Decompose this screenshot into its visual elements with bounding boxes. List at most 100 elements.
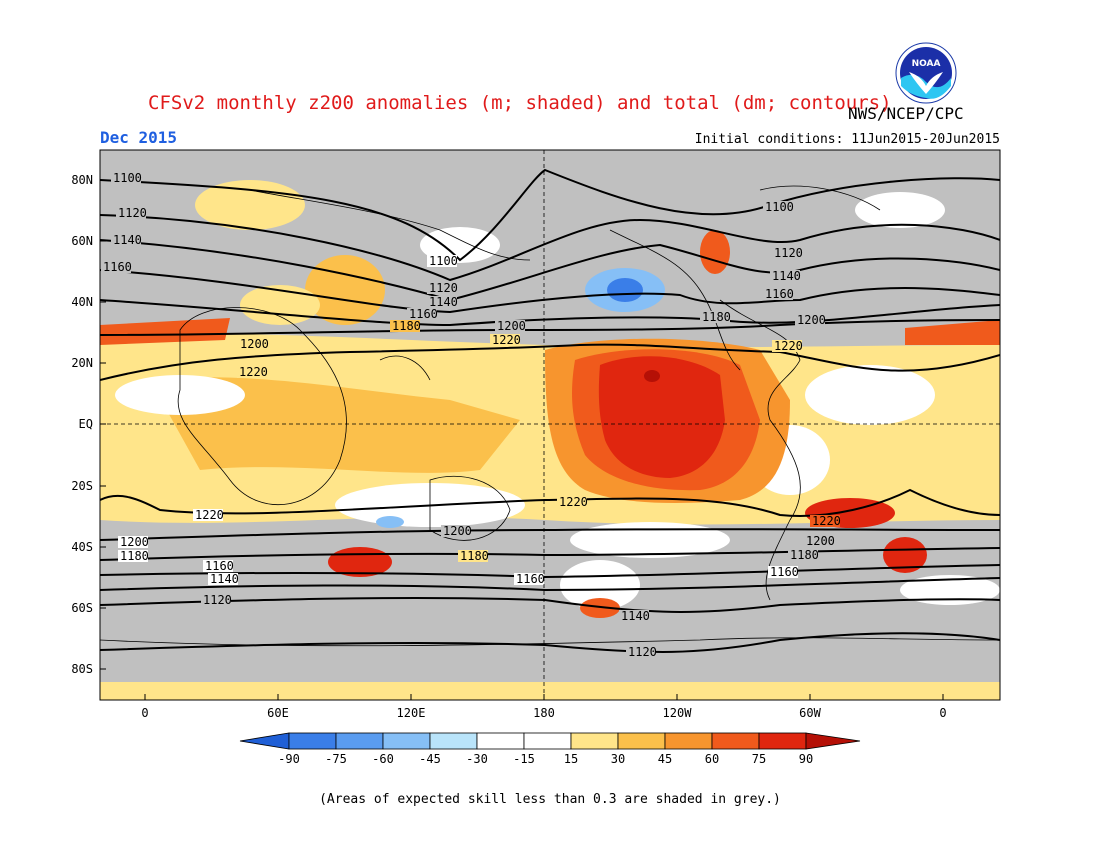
colorbar-segment [711,732,760,750]
colorbar-label: -60 [372,752,394,766]
lon-label: 180 [533,706,555,720]
contour-label: 1160 [516,572,545,586]
contour-label: 1160 [103,260,132,274]
contour-label: 1200 [797,313,826,327]
colorbar-segment [382,732,431,750]
lat-label: 80S [71,662,93,676]
pacific-anomaly-90 [644,370,660,382]
lat-label: 40N [71,295,93,309]
contour-label: 1140 [772,269,801,283]
latitude-labels: 80N 60N 40N 20N EQ 20S 40S 60S 80S [71,173,106,676]
lat-label: 60S [71,601,93,615]
neutral-siberia [420,227,500,263]
lat-label: 20N [71,356,93,370]
lat-label: 80N [71,173,93,187]
lat-label: EQ [79,417,93,431]
contour-label: 1120 [203,593,232,607]
lon-label: 0 [141,706,148,720]
contour-label: 1120 [118,206,147,220]
lon-label: 120E [397,706,426,720]
contour-label: 1180 [460,549,489,563]
contour-label: 1200 [806,534,835,548]
colorbar-label: 30 [611,752,625,766]
indian-ocean-anomaly [150,377,520,473]
contour-label: 1160 [770,565,799,579]
map-frame [99,149,1001,701]
contour-label: 1200 [443,524,472,538]
colorbar-label: -30 [466,752,488,766]
contour-label: 1200 [240,337,269,351]
colorbar-label: -90 [278,752,300,766]
contour-label: 1160 [765,287,794,301]
lat-label: 60N [71,234,93,248]
contour-label: 1140 [210,572,239,586]
contour-label: 1200 [497,319,526,333]
lon-label: 120W [663,706,693,720]
colorbar-label: -15 [513,752,535,766]
contour-label: 1180 [392,319,421,333]
contour-label: 1100 [429,254,458,268]
lon-label: 60E [267,706,289,720]
chart-title: CFSv2 monthly z200 anomalies (m; shaded)… [148,92,892,114]
colorbar-label: -45 [419,752,441,766]
skill-footnote: (Areas of expected skill less than 0.3 a… [319,792,781,807]
neutral-atlantic [805,365,935,425]
height-contours [100,168,1000,653]
initial-conditions: Initial conditions: 11Jun2015-20Jun2015 [694,132,1000,147]
lat-label: 40S [71,540,93,554]
contour-label: 1200 [120,535,149,549]
contour-label: 1220 [559,495,588,509]
contour-label: 1220 [195,508,224,522]
south-atlantic-anomaly-2 [883,537,927,573]
colorbar-label: 75 [752,752,766,766]
neutral-greenland [855,192,945,228]
neutral-south-atlantic [900,575,1000,605]
subtropical-anomaly-west [100,318,230,345]
contour-label: 1220 [774,339,803,353]
south-negative-small [376,516,404,528]
neutral-south-pacific [570,522,730,558]
contour-label: 1160 [409,307,438,321]
longitude-labels: 0 60E 120E 180 120W 60W 0 [141,694,947,720]
agency-label: NWS/NCEP/CPC [848,104,964,123]
contour-label: 1220 [239,365,268,379]
pacific-anomaly-75 [598,356,725,478]
neutral-west-africa [115,375,245,415]
colorbar-segment [429,732,478,750]
lat-label: 20S [71,479,93,493]
contour-label: 1100 [113,171,142,185]
contour-label: 1180 [790,548,819,562]
colorbar-label: 60 [705,752,719,766]
contour-labels: 1100 1120 1140 1160 1180 1200 1220 1100 … [101,171,841,659]
contour-label: 1120 [774,246,803,260]
contour-label: 1180 [702,310,731,324]
neutral-southern-ocean [560,560,640,610]
contour-label: 1160 [205,559,234,573]
europe-anomaly [305,255,385,325]
lon-label: 60W [799,706,821,720]
contour-label: 1100 [765,200,794,214]
colorbar-segment [335,732,384,750]
contour-label: 1140 [113,233,142,247]
subtropical-anomaly-east [905,320,1000,345]
colorbar [239,732,861,750]
southern-ocean-anomaly [580,598,620,618]
forecast-month: Dec 2015 [100,128,178,147]
colorbar-segment [758,732,807,750]
contour-label: 1120 [628,645,657,659]
colorbar-label: 15 [564,752,578,766]
contour-label: 1220 [492,333,521,347]
colorbar-segment [523,732,572,750]
colorbar-left-arrow [239,732,290,750]
colorbar-label: 90 [799,752,813,766]
colorbar-label: -75 [325,752,347,766]
contour-label: 1180 [120,549,149,563]
colorbar-labels: -90 -75 -60 -45 -30 -15 15 30 45 60 75 9… [278,752,813,766]
contour-label: 1140 [621,609,650,623]
colorbar-label: 45 [658,752,672,766]
contour-label: 1120 [429,281,458,295]
colorbar-segment [476,732,525,750]
north-pacific-negative-core [607,278,643,302]
colorbar-right-arrow [805,732,861,750]
